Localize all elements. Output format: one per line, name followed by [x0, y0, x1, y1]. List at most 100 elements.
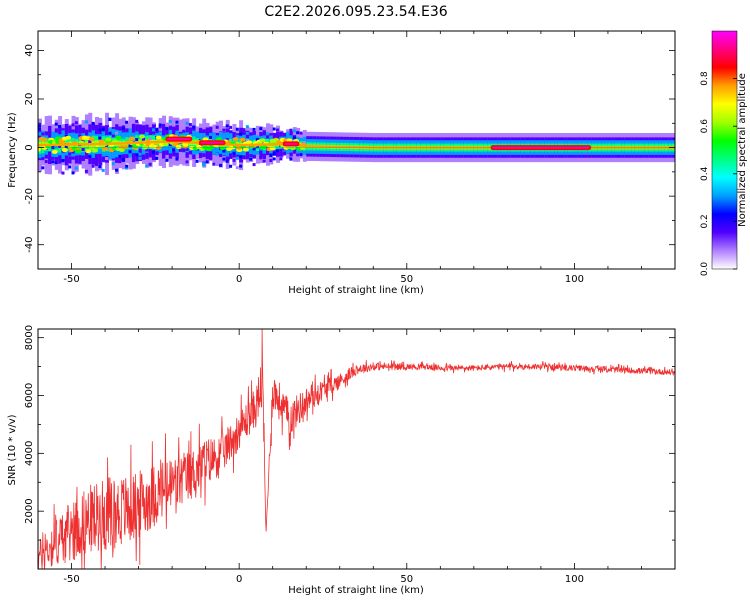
heat-ridge	[74, 143, 79, 146]
heat-speckle	[188, 122, 192, 126]
heat-ridge	[135, 141, 139, 145]
snr-ylabel: SNR (10 * v/v)	[7, 414, 18, 485]
heat-blob	[38, 147, 41, 152]
heat-speckle	[138, 148, 142, 152]
heat-ridge	[326, 145, 330, 148]
heat-speckle	[205, 160, 209, 164]
heat-speckle	[239, 164, 243, 168]
heat-ridge	[68, 143, 72, 146]
heat-ridge	[302, 144, 307, 148]
colorbar-tick-label: 0.4	[700, 166, 710, 181]
heat-speckle	[145, 148, 149, 152]
heat-speckle	[198, 152, 202, 156]
heat-speckle	[219, 163, 223, 167]
heat-ridge	[64, 143, 69, 146]
snr-ytick-label: 2000	[24, 498, 35, 523]
snr-frame	[37, 328, 676, 570]
heat-ridge	[262, 143, 267, 146]
heat-speckle	[269, 158, 273, 162]
snr-series	[38, 329, 675, 569]
heat-speckle	[51, 156, 55, 160]
spectrogram-xtick-label: 100	[565, 274, 584, 285]
spectrogram-ytick-label: 20	[24, 93, 35, 106]
heat-speckle	[71, 123, 75, 127]
heat-ridge	[54, 143, 59, 147]
heat-speckle	[212, 162, 216, 166]
heat-blob	[91, 148, 98, 153]
heat-speckle	[94, 163, 98, 167]
heat-speckle	[192, 125, 196, 129]
heat-ridge	[339, 145, 344, 149]
heat-ridge	[71, 143, 76, 146]
heat-speckle	[255, 137, 259, 141]
heat-speckle	[111, 134, 115, 138]
heat-speckle	[276, 153, 280, 157]
heat-speckle	[168, 119, 172, 123]
heat-speckle	[265, 132, 269, 136]
heat-speckle	[162, 155, 166, 159]
heat-speckle	[175, 157, 179, 161]
heat-ridge	[111, 142, 116, 145]
heat-speckle	[172, 131, 176, 135]
figure-title: C2E2.2026.095.23.54.E36	[264, 4, 447, 20]
heat-speckle	[145, 158, 149, 162]
heat-cell	[675, 140, 679, 155]
heat-speckle	[121, 126, 125, 130]
heat-speckle	[178, 147, 182, 151]
heat-speckle	[229, 125, 233, 129]
heat-ridge	[276, 143, 280, 146]
heat-ridge	[245, 143, 250, 147]
heat-speckle	[222, 149, 226, 153]
heat-speckle	[198, 143, 202, 147]
heat-speckle	[192, 163, 196, 167]
heat-speckle	[81, 147, 85, 151]
heat-ridge	[118, 142, 122, 145]
heat-speckle	[252, 147, 256, 151]
heat-blob	[232, 137, 239, 142]
heat-speckle	[229, 153, 233, 157]
heat-ridge	[333, 145, 337, 149]
heat-speckle	[61, 171, 65, 175]
heat-speckle	[245, 125, 249, 129]
heat-ridge	[151, 141, 156, 144]
heat-speckle	[64, 134, 68, 138]
heat-speckle	[208, 132, 212, 136]
heat-speckle	[88, 140, 92, 144]
heat-speckle	[182, 148, 186, 152]
heat-blob	[246, 140, 253, 145]
heat-ridge	[192, 141, 196, 144]
heat-blob	[239, 137, 246, 142]
heat-speckle	[148, 162, 152, 166]
spectrogram-ytick-label: -20	[24, 188, 35, 204]
heat-speckle	[279, 157, 283, 161]
heat-ridge	[61, 143, 65, 146]
heat-speckle	[151, 151, 155, 155]
heat-ridge	[168, 140, 173, 143]
heat-blob	[41, 137, 48, 142]
colorbar-tick-label: 0.2	[700, 214, 710, 228]
snr-panel: -50 0 50 100 2000 4000 6000 8000 Height of stra…	[7, 325, 676, 596]
heat-speckle	[188, 154, 192, 158]
heat-ridge	[346, 145, 350, 149]
colorbar-tick-label: 0.8	[700, 71, 710, 86]
heat-ridge	[329, 145, 334, 148]
heat-speckle	[299, 131, 303, 135]
heat-speckle	[299, 153, 303, 157]
heat-ridge	[299, 144, 304, 147]
heat-ridge	[158, 140, 163, 144]
heat-blob	[65, 135, 72, 140]
heat-speckle	[91, 164, 95, 168]
heat-speckle	[71, 171, 75, 175]
heat-speckle	[135, 153, 139, 157]
heat-speckle	[289, 157, 293, 161]
heat-speckle	[276, 128, 280, 132]
heat-speckle	[219, 153, 223, 157]
heat-ridge	[175, 140, 179, 143]
heat-ridge	[239, 143, 243, 147]
heat-cell	[675, 133, 679, 162]
colorbar-gradient	[711, 30, 738, 270]
heat-speckle	[155, 128, 159, 132]
heat-speckle	[296, 153, 300, 157]
